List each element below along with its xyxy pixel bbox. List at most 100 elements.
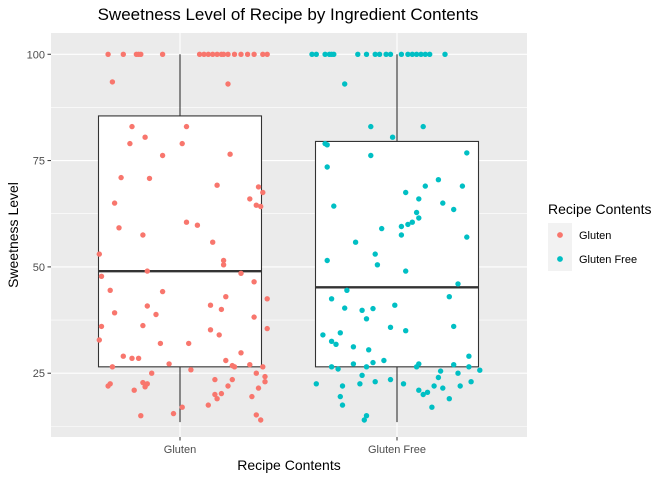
- data-point: [357, 381, 362, 386]
- data-point: [247, 362, 252, 367]
- data-point: [256, 184, 261, 189]
- data-point: [118, 175, 123, 180]
- data-point: [416, 215, 421, 220]
- data-point: [180, 141, 185, 146]
- data-point: [431, 383, 436, 388]
- data-point: [370, 306, 375, 311]
- y-axis-title: Sweetness Level: [5, 182, 21, 288]
- data-point: [451, 207, 456, 212]
- y-tick-label: 25: [33, 368, 45, 380]
- data-point: [132, 388, 137, 393]
- data-point: [219, 307, 224, 312]
- data-point: [262, 374, 267, 379]
- data-point: [331, 52, 336, 57]
- data-point: [388, 377, 393, 382]
- data-point: [140, 323, 145, 328]
- data-point: [160, 289, 165, 294]
- data-point: [208, 303, 213, 308]
- data-point: [342, 305, 347, 310]
- y-axis: 255075100: [27, 49, 51, 380]
- data-point: [403, 268, 408, 273]
- data-point: [265, 326, 270, 331]
- data-point: [212, 377, 217, 382]
- data-point: [158, 341, 163, 346]
- x-tick-label: Gluten Free: [368, 444, 426, 456]
- chart-title: Sweetness Level of Recipe by Ingredient …: [98, 5, 479, 24]
- data-point: [166, 361, 171, 366]
- data-point: [340, 383, 345, 388]
- data-point: [147, 176, 152, 181]
- y-tick-label: 50: [33, 262, 45, 274]
- data-point: [466, 354, 471, 359]
- data-point: [373, 379, 378, 384]
- data-point: [121, 354, 126, 359]
- data-point: [223, 358, 228, 363]
- data-point: [136, 356, 141, 361]
- data-point: [99, 324, 104, 329]
- data-point: [105, 52, 110, 57]
- y-tick-label: 75: [33, 156, 45, 168]
- data-point: [142, 135, 147, 140]
- data-point: [180, 405, 185, 410]
- data-point: [247, 196, 252, 201]
- data-point: [145, 303, 150, 308]
- data-point: [416, 388, 421, 393]
- data-point: [208, 327, 213, 332]
- data-point: [227, 152, 232, 157]
- data-point: [265, 52, 270, 57]
- data-point: [325, 258, 330, 263]
- data-point: [366, 347, 371, 352]
- data-point: [219, 391, 224, 396]
- data-point: [421, 124, 426, 129]
- data-point: [364, 52, 369, 57]
- data-point: [140, 232, 145, 237]
- data-point: [260, 364, 265, 369]
- data-point: [251, 279, 256, 284]
- data-point: [225, 383, 230, 388]
- data-point: [455, 281, 460, 286]
- data-point: [145, 268, 150, 273]
- data-point: [429, 405, 434, 410]
- data-point: [460, 183, 465, 188]
- data-point: [447, 294, 452, 299]
- data-point: [403, 328, 408, 333]
- data-point: [149, 371, 154, 376]
- data-point: [238, 271, 243, 276]
- legend-label: Gluten Free: [579, 254, 637, 266]
- data-point: [423, 183, 428, 188]
- legend-swatch: [557, 232, 563, 238]
- data-point: [110, 79, 115, 84]
- data-point: [388, 52, 393, 57]
- data-point: [344, 288, 349, 293]
- data-point: [342, 81, 347, 86]
- data-point: [477, 368, 482, 373]
- legend: Recipe Contents Gluten Gluten Free: [548, 201, 652, 271]
- data-point: [451, 362, 456, 367]
- data-point: [97, 251, 102, 256]
- legend-swatch: [557, 256, 563, 262]
- data-point: [230, 377, 235, 382]
- data-point: [184, 124, 189, 129]
- data-point: [110, 364, 115, 369]
- data-point: [440, 385, 445, 390]
- data-point: [121, 52, 126, 57]
- data-point: [254, 371, 259, 376]
- data-point: [245, 52, 250, 57]
- data-point: [353, 240, 358, 245]
- data-point: [455, 371, 460, 376]
- x-axis: Gluten Gluten Free: [164, 437, 426, 456]
- data-point: [464, 150, 469, 155]
- data-point: [464, 234, 469, 239]
- data-point: [325, 164, 330, 169]
- data-point: [217, 332, 222, 337]
- data-point: [377, 52, 382, 57]
- data-point: [421, 392, 426, 397]
- data-point: [338, 330, 343, 335]
- data-point: [458, 383, 463, 388]
- data-point: [99, 274, 104, 279]
- data-point: [251, 314, 256, 319]
- data-point: [329, 364, 334, 369]
- data-point: [405, 222, 410, 227]
- data-point: [214, 396, 219, 401]
- data-point: [355, 52, 360, 57]
